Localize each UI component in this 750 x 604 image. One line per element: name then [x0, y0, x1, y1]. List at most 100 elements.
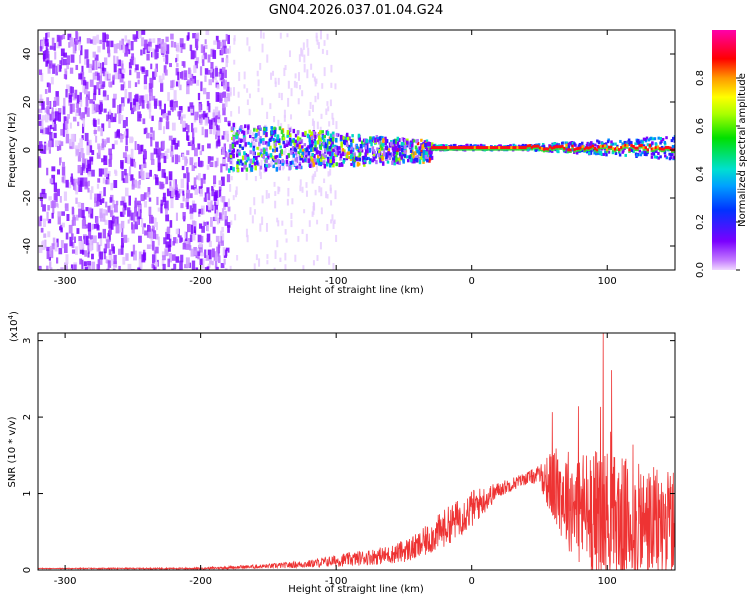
heatmap-cell — [663, 151, 667, 155]
heatmap-cell — [210, 200, 213, 210]
heatmap-cell — [659, 141, 662, 145]
heatmap-cell — [189, 205, 194, 215]
heatmap-cell — [140, 49, 143, 56]
heatmap-cell — [108, 249, 112, 255]
heatmap-cell — [136, 219, 140, 225]
heatmap-cell — [381, 146, 384, 151]
heatmap-cell — [144, 230, 148, 236]
heatmap-cell — [317, 135, 321, 141]
heatmap-cell — [309, 147, 313, 153]
heatmap-cell — [305, 147, 308, 153]
spectrogram-xlabel: Height of straight line (km) — [288, 285, 424, 296]
heatmap-cell — [139, 164, 143, 170]
heatmap-cell — [107, 267, 110, 270]
heatmap-cell — [95, 135, 98, 143]
heatmap-cell — [386, 160, 390, 164]
heatmap-cell — [55, 96, 60, 106]
heatmap-cell — [80, 239, 84, 248]
heatmap-cell — [121, 196, 126, 203]
heatmap-cell — [52, 237, 56, 246]
heatmap-cell — [378, 140, 381, 145]
heatmap-cell — [319, 242, 322, 250]
heatmap-cell — [42, 51, 47, 60]
heatmap-cell — [82, 83, 87, 93]
heatmap-cell — [358, 150, 362, 156]
heatmap-cell — [69, 86, 73, 94]
heatmap-cell — [599, 147, 603, 150]
heatmap-cell — [311, 164, 314, 168]
heatmap-cell — [546, 150, 550, 153]
heatmap-cell — [664, 149, 668, 151]
heatmap-cell — [186, 172, 190, 183]
heatmap-cell — [297, 141, 301, 146]
heatmap-cell — [78, 107, 82, 116]
heatmap-cell — [162, 255, 166, 261]
heatmap-cell — [249, 207, 252, 215]
heatmap-cell — [59, 226, 63, 231]
heatmap-cell — [216, 141, 221, 147]
heatmap-cell — [287, 153, 290, 158]
heatmap-cell — [283, 150, 286, 156]
heatmap-cell — [159, 101, 162, 110]
heatmap-cell — [201, 259, 205, 265]
heatmap-cell — [301, 132, 305, 137]
heatmap-cell — [112, 74, 115, 81]
heatmap-cell — [106, 178, 110, 185]
heatmap-cell — [108, 220, 113, 229]
heatmap-cell — [152, 230, 157, 239]
heatmap-cell — [177, 155, 181, 163]
heatmap-cell — [340, 143, 343, 148]
heatmap-cell — [93, 119, 97, 128]
heatmap-cell — [154, 261, 158, 267]
heatmap-cell — [227, 198, 230, 206]
heatmap-cell — [277, 138, 281, 144]
heatmap-cell — [110, 182, 113, 191]
heatmap-cell — [259, 223, 262, 232]
heatmap-cell — [420, 138, 423, 142]
heatmap-cell — [56, 257, 59, 264]
heatmap-cell — [426, 158, 429, 163]
heatmap-cell — [122, 207, 125, 213]
heatmap-cell — [107, 205, 111, 213]
heatmap-cell — [87, 159, 92, 169]
heatmap-cell — [400, 141, 404, 146]
heatmap-cell — [53, 97, 57, 103]
heatmap-cell — [313, 120, 316, 130]
heatmap-cell — [156, 196, 159, 206]
heatmap-cell — [559, 145, 562, 149]
heatmap-cell — [306, 157, 309, 163]
heatmap-cell — [118, 113, 122, 124]
heatmap-cell — [134, 161, 137, 168]
heatmap-cell — [329, 162, 332, 168]
heatmap-cell — [49, 131, 53, 141]
heatmap-cell — [104, 209, 108, 216]
heatmap-cell — [76, 94, 80, 105]
heatmap-cell — [580, 141, 584, 145]
heatmap-cell — [238, 144, 242, 148]
heatmap-cell — [119, 104, 122, 114]
heatmap-cell — [215, 67, 219, 77]
heatmap-cell — [175, 68, 179, 76]
heatmap-cell — [569, 148, 572, 152]
heatmap-cell — [141, 254, 146, 263]
heatmap-cell — [664, 154, 667, 158]
heatmap-cell — [605, 148, 609, 152]
heatmap-cell — [409, 154, 413, 158]
heatmap-cell — [606, 140, 610, 144]
heatmap-cell — [186, 182, 189, 190]
heatmap-cell — [601, 142, 604, 146]
heatmap-cell — [220, 230, 223, 237]
heatmap-cell — [85, 224, 89, 229]
heatmap-cell — [392, 153, 395, 157]
heatmap-cell — [219, 68, 223, 74]
heatmap-cell — [152, 38, 156, 44]
heatmap-cell — [151, 254, 156, 264]
heatmap-cell — [224, 210, 227, 220]
heatmap-cell — [176, 54, 179, 62]
spectrogram-heatmap — [38, 30, 675, 270]
heatmap-cell — [187, 32, 190, 40]
heatmap-cell — [371, 150, 375, 155]
heatmap-cell — [241, 155, 245, 161]
